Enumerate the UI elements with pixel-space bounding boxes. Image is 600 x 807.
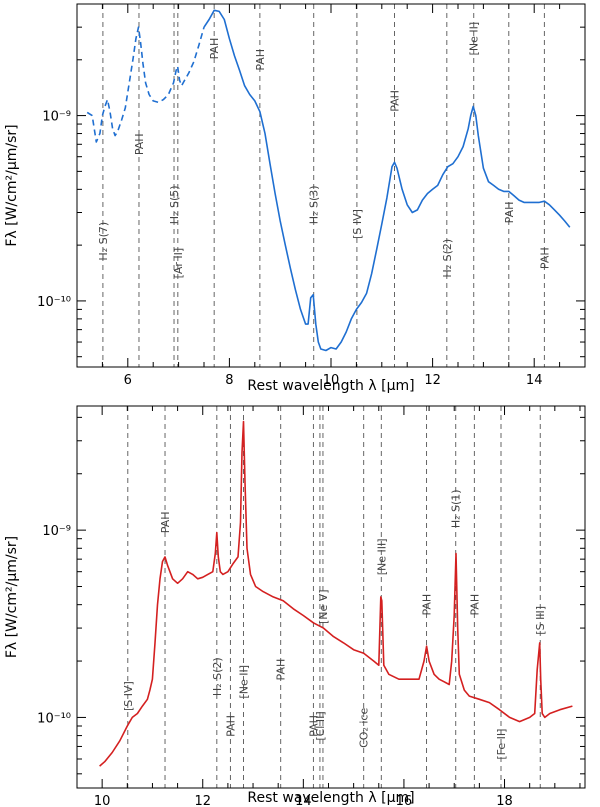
- spectrum-line-solid: [99, 420, 573, 767]
- line-annotation: [Ne II]: [468, 22, 481, 56]
- line-annotation: H₂ S(5): [168, 185, 181, 224]
- line-annotation: H₂ S(2): [441, 239, 454, 278]
- x-tick-label: 10: [94, 794, 111, 807]
- x-tick-label: 12: [424, 373, 441, 388]
- line-annotation: PAH: [307, 715, 320, 737]
- line-annotation: PAH: [389, 90, 402, 112]
- line-annotation: [Ne V]: [317, 589, 330, 624]
- line-annotation: [S IV]: [351, 209, 364, 239]
- line-annotation: [S IV]: [122, 681, 135, 711]
- chart-panel-1: H₂ S(7) PAH H₂ S(5) [Ar II] PAH PAH H₂ S(3) [S …: [4, 3, 586, 394]
- plot-frame: [76, 405, 586, 789]
- line-annotation: H₂ S(2): [211, 657, 224, 696]
- y-axis-label: Fλ [W/cm²/μm/sr]: [4, 124, 20, 246]
- x-tick-label: 12: [194, 794, 211, 807]
- line-annotation: PAH: [254, 49, 267, 71]
- x-tick-label: 14: [295, 794, 312, 807]
- y-axis-label: Fλ [W/cm²/μm/sr]: [4, 536, 20, 658]
- line-annotation: PAH: [208, 38, 221, 60]
- y-tick-label: 10⁻⁹: [42, 110, 71, 125]
- line-annotation: PAH: [421, 594, 434, 616]
- x-tick-label: 16: [396, 794, 413, 807]
- x-axis-label: Rest wavelength λ [μm]: [247, 790, 414, 806]
- line-annotation: PAH: [468, 594, 481, 616]
- x-tick-label: 8: [225, 373, 233, 388]
- line-annotation: CO₂ ice: [358, 708, 371, 748]
- line-annotation: [Fe II]: [495, 729, 508, 760]
- line-annotation: PAH: [538, 247, 551, 269]
- line-annotation: H₂ S(7): [97, 222, 110, 261]
- spectrum-line-dashed: [86, 26, 205, 143]
- line-annotation: PAH: [275, 659, 288, 681]
- line-annotation: PAH: [224, 715, 237, 737]
- x-tick-label: 18: [496, 794, 513, 807]
- x-tick-label: 6: [124, 373, 132, 388]
- x-axis-label: Rest wavelength λ [μm]: [247, 378, 414, 394]
- line-annotation: [S III]: [534, 606, 547, 635]
- x-tick-label: 10: [323, 373, 340, 388]
- spectrum-line-solid: [203, 9, 571, 352]
- line-annotation: [Ar II]: [172, 248, 185, 279]
- y-tick-label: 10⁻¹⁰: [37, 295, 71, 310]
- y-tick-label: 10⁻⁹: [42, 524, 71, 539]
- line-annotation: [Cl II]: [314, 711, 327, 740]
- line-annotation: PAH: [133, 133, 146, 155]
- line-annotation: [Ne II]: [237, 665, 250, 699]
- line-annotation: PAH: [503, 202, 516, 224]
- x-tick-label: 14: [526, 373, 543, 388]
- line-annotation: H₂ S(1): [450, 489, 463, 528]
- line-annotation: H₂ S(3): [308, 185, 321, 224]
- line-annotation: PAH: [159, 512, 172, 534]
- y-tick-label: 10⁻¹⁰: [37, 711, 71, 726]
- line-annotation: [Ne III]: [375, 538, 388, 575]
